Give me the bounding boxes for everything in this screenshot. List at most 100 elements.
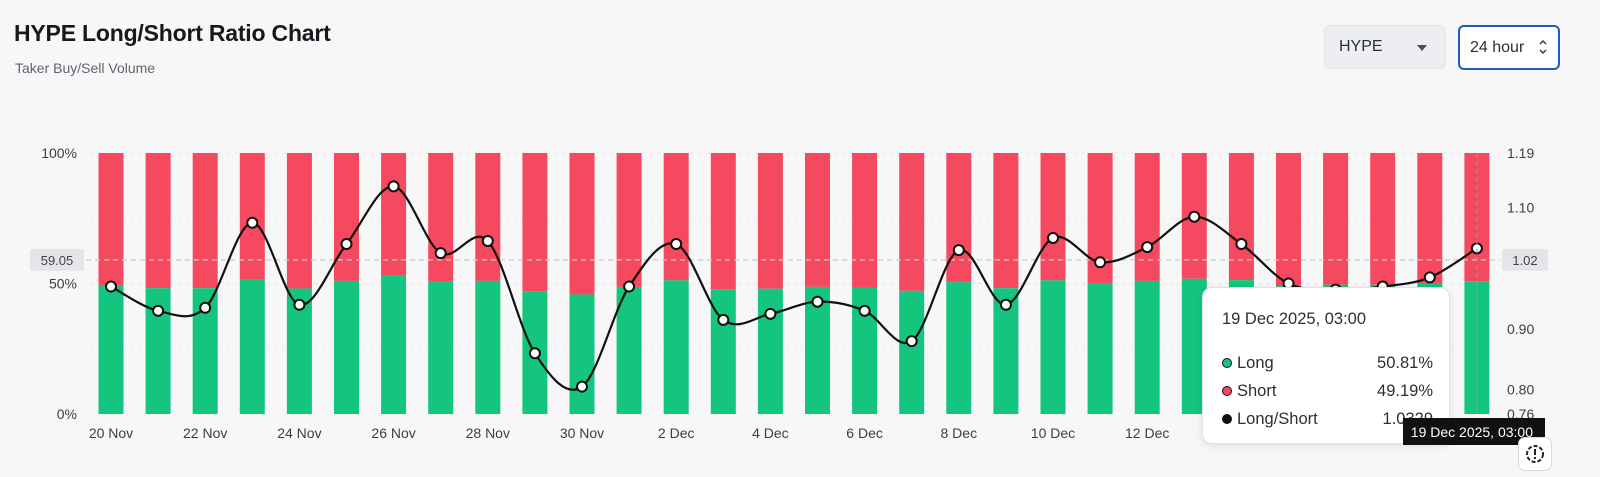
short-bar [192, 153, 218, 289]
long-bar [1040, 280, 1066, 414]
x-axis-tick-label: 24 Nov [277, 425, 321, 441]
ratio-point [481, 235, 494, 248]
short-bar [428, 153, 454, 282]
x-axis-tick-label: 6 Dec [846, 425, 883, 441]
right-axis-tick-label: 0.90 [1507, 321, 1534, 337]
ratio-point [905, 335, 918, 348]
short-bar [239, 153, 265, 280]
long-bar [899, 290, 925, 414]
ratio-point [576, 380, 588, 393]
short-bar [993, 153, 1019, 289]
ratio-point [811, 295, 824, 308]
long-bar [381, 275, 407, 414]
reference-right-label-bg [1502, 248, 1548, 271]
short-bar [1417, 153, 1443, 283]
ratio-point [152, 304, 165, 317]
short-bar [946, 153, 972, 283]
short-bar [710, 153, 736, 290]
long-bar [663, 280, 689, 414]
reference-label: 59.05 [41, 253, 74, 268]
right-axis-tick-label: 0.80 [1507, 382, 1534, 398]
long-bar [946, 282, 972, 414]
x-axis-tick-label: 26 Nov [371, 425, 415, 441]
x-axis-tick-label: 8 Dec [941, 425, 978, 441]
short-bar [1370, 153, 1396, 285]
tooltip-time: 19 Dec 2025, 03:00 [1222, 310, 1367, 328]
short-bar [757, 153, 783, 289]
tooltip-label: Short [1237, 381, 1277, 400]
short-bar [899, 153, 925, 291]
ratio-point [670, 238, 683, 251]
tooltip-value: 49.19% [1377, 381, 1433, 400]
ratio-point [199, 301, 212, 314]
x-axis-tick-label: 22 Nov [183, 425, 227, 441]
ratio-point [105, 280, 117, 293]
alert-icon [1526, 445, 1544, 463]
ratio-point [1094, 256, 1107, 269]
ratio-point [340, 238, 353, 251]
ratio-point [623, 280, 636, 293]
help-button[interactable] [1518, 437, 1552, 471]
period-select-value: 24 hour [1470, 38, 1525, 56]
short-bar [145, 153, 171, 289]
right-axis-tick-label: 1.19 [1507, 145, 1534, 161]
x-axis-tick-label: 10 Dec [1031, 425, 1075, 441]
ratio-point [387, 180, 400, 193]
x-axis-tick-label: 12 Dec [1125, 425, 1169, 441]
long-bar [334, 280, 359, 414]
long-bar [428, 281, 454, 414]
right-axis-tick-label: 1.10 [1507, 200, 1534, 216]
ratio-point [764, 307, 777, 320]
coin-select[interactable]: HYPE [1324, 25, 1446, 69]
x-axis-tick-label: 20 Nov [89, 425, 133, 441]
ratio-point [1141, 241, 1154, 254]
ratio-point [1235, 238, 1248, 251]
long-bar [475, 280, 501, 414]
tooltip-value: 50.81% [1377, 353, 1433, 372]
ratio-point [952, 244, 965, 257]
page-title: HYPE Long/Short Ratio Chart [14, 20, 331, 46]
x-axis-tick-label: 30 Nov [560, 425, 604, 441]
reference-line-group: 59.05 1.02 [30, 248, 1548, 271]
short-bar [475, 153, 501, 281]
long-bar [239, 279, 265, 414]
tooltip-label: Long [1237, 353, 1274, 372]
left-axis-tick-label: 50% [49, 276, 77, 292]
caret-down-icon [1417, 45, 1427, 51]
ratio-point [434, 247, 447, 260]
short-bar [381, 153, 407, 276]
ratio-point [528, 347, 541, 360]
ratio-point [293, 298, 306, 311]
x-axis-tick-label: 2 Dec [658, 425, 695, 441]
long-dot-icon [1222, 358, 1232, 368]
tooltip-row-long: Long 50.81% [1222, 349, 1433, 377]
long-bar [1087, 282, 1113, 414]
ratio-point [1423, 271, 1436, 284]
reference-right-label: 1.02 [1512, 253, 1537, 268]
ratio-dot-icon [1222, 414, 1232, 424]
short-bar [852, 153, 878, 288]
page-subtitle: Taker Buy/Sell Volume [15, 60, 156, 76]
short-bar [663, 153, 689, 281]
left-axis-tick-label: 0% [57, 406, 77, 422]
x-axis-tick-label: 4 Dec [752, 425, 789, 441]
short-bar [805, 153, 830, 287]
short-bar [1134, 153, 1160, 281]
long-bar [569, 294, 595, 414]
long-bar [757, 288, 783, 414]
x-axis-tick-label: 28 Nov [466, 425, 510, 441]
short-bar [286, 153, 312, 289]
period-select[interactable]: 24 hour [1458, 25, 1560, 70]
ratio-point [246, 216, 259, 229]
short-bar [98, 153, 124, 286]
ratio-point [999, 298, 1012, 311]
tooltip-row-short: Short 49.19% [1222, 377, 1433, 405]
tooltip-label: Long/Short [1237, 409, 1318, 428]
reference-label-bg [30, 248, 84, 271]
ratio-line [110, 185, 1478, 391]
ratio-point [1188, 210, 1201, 223]
left-axis-tick-label: 100% [41, 145, 77, 161]
up-down-chevron-icon [1539, 39, 1547, 55]
